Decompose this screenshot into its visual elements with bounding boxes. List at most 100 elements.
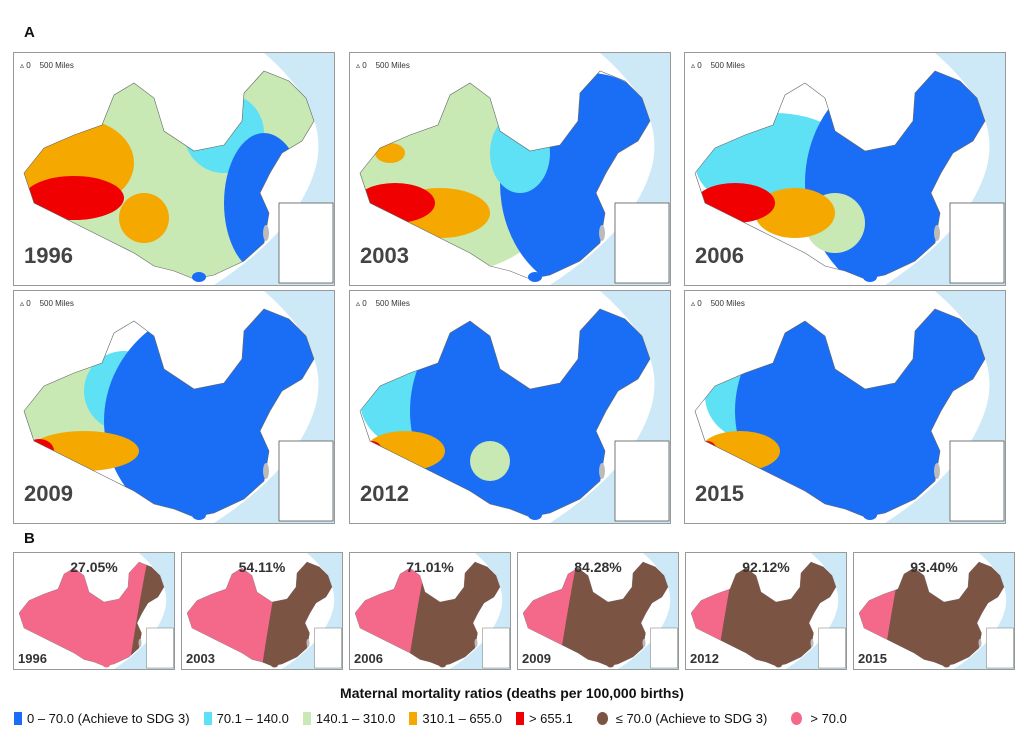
inset-map xyxy=(949,440,1005,522)
legend-swatch xyxy=(14,712,22,725)
legend-item: 140.1 – 310.0 xyxy=(302,711,396,726)
binary-map-panel-2015: 93.40% 2015 xyxy=(853,552,1015,670)
inset-map xyxy=(614,202,670,284)
year-label: 2003 xyxy=(360,243,409,268)
north-arrow-icon: ▵ xyxy=(356,61,361,70)
legend-label: > 70.0 xyxy=(810,711,847,726)
map-panel-2009: ▵ 0 500 Miles 2009 xyxy=(13,290,335,524)
border xyxy=(694,308,986,518)
hainan xyxy=(863,510,877,520)
region xyxy=(375,143,405,163)
china-map xyxy=(23,291,334,523)
north-arrow-icon: ▵ xyxy=(20,299,25,308)
map-panel-2012: ▵ 0 500 Miles 2012 xyxy=(349,290,671,524)
scale-bar: ▵ 0 500 Miles xyxy=(691,299,745,308)
hainan xyxy=(439,662,446,668)
legend-item: > 70.0 xyxy=(781,711,847,726)
hainan xyxy=(607,662,614,668)
region xyxy=(362,441,382,461)
north-arrow-icon: ▵ xyxy=(691,61,696,70)
year-label: 2012 xyxy=(360,481,409,506)
border xyxy=(690,561,837,667)
binary-map-panel-1996: 27.05% 1996 xyxy=(13,552,175,670)
border xyxy=(23,308,315,518)
inset-map xyxy=(146,627,174,669)
binary-map-panel-2006: 71.01% 2006 xyxy=(349,552,511,670)
inset-map xyxy=(949,202,1005,284)
legend-label: 0 – 70.0 (Achieve to SDG 3) xyxy=(27,711,190,726)
border xyxy=(186,561,333,667)
taiwan xyxy=(263,463,269,479)
region xyxy=(697,441,717,461)
hainan xyxy=(528,510,542,520)
region xyxy=(755,188,835,238)
taiwan xyxy=(263,225,269,241)
china-map xyxy=(23,53,334,285)
year-label: 2006 xyxy=(695,243,744,268)
north-arrow-icon: ▵ xyxy=(356,299,361,308)
legend-dot xyxy=(596,712,608,725)
north-arrow-icon: ▵ xyxy=(20,61,25,70)
inset-map xyxy=(278,440,334,522)
region xyxy=(24,176,124,220)
year-label: 2015 xyxy=(858,651,887,666)
region xyxy=(470,441,510,481)
region xyxy=(365,431,445,471)
legend-label: > 655.1 xyxy=(528,711,573,726)
legend-item: ≤ 70.0 (Achieve to SDG 3) xyxy=(587,711,768,726)
scale-bar: ▵ 0 500 Miles xyxy=(356,61,410,70)
binary-map-panel-2009: 84.28% 2009 xyxy=(517,552,679,670)
taiwan xyxy=(599,463,605,479)
border xyxy=(359,70,651,280)
binary-map-panel-2003: 54.11% 2003 xyxy=(181,552,343,670)
achievement-percent: 27.05% xyxy=(70,559,118,575)
year-label: 2009 xyxy=(522,651,551,666)
region xyxy=(700,431,780,471)
taiwan xyxy=(138,639,142,647)
legend-label: 140.1 – 310.0 xyxy=(315,711,396,726)
legend: 0 – 70.0 (Achieve to SDG 3) 70.1 – 140.0… xyxy=(14,711,1014,726)
taiwan xyxy=(978,639,982,647)
china-map xyxy=(359,291,670,523)
legend-label: 310.1 – 655.0 xyxy=(422,711,502,726)
legend-label: ≤ 70.0 (Achieve to SDG 3) xyxy=(615,711,768,726)
legend-item: > 655.1 xyxy=(515,711,573,726)
hainan xyxy=(943,662,950,668)
map-panel-2006: ▵ 0 500 Miles 2006 xyxy=(684,52,1006,286)
year-label: 2015 xyxy=(695,481,744,506)
china-map xyxy=(694,291,1005,523)
year-label: 2009 xyxy=(24,481,73,506)
year-label: 2003 xyxy=(186,651,215,666)
hainan xyxy=(863,272,877,282)
legend-swatch xyxy=(302,712,311,725)
inset-map xyxy=(614,440,670,522)
legend-swatch xyxy=(409,712,418,725)
border xyxy=(522,561,669,667)
region xyxy=(490,113,550,193)
map-panel-1996: ▵ 0 500 Miles 1996 xyxy=(13,52,335,286)
inset-map xyxy=(650,627,678,669)
border xyxy=(858,561,1005,667)
achievement-percent: 92.12% xyxy=(742,559,790,575)
legend-item: 310.1 – 655.0 xyxy=(409,711,502,726)
achievement-percent: 54.11% xyxy=(238,559,286,575)
border xyxy=(354,561,501,667)
border xyxy=(18,561,165,667)
taiwan xyxy=(934,463,940,479)
scale-bar: ▵ 0 500 Miles xyxy=(356,299,410,308)
hainan xyxy=(271,662,278,668)
year-label: 2012 xyxy=(690,651,719,666)
scale-bar: ▵ 0 500 Miles xyxy=(691,61,745,70)
border xyxy=(359,308,651,518)
region xyxy=(119,193,169,243)
inset-map xyxy=(314,627,342,669)
china-map xyxy=(522,553,678,669)
section-label-a: A xyxy=(24,24,35,41)
year-label: 1996 xyxy=(24,243,73,268)
inset-map xyxy=(818,627,846,669)
legend-label: 70.1 – 140.0 xyxy=(216,711,289,726)
hainan xyxy=(192,510,206,520)
achievement-percent: 93.40% xyxy=(910,559,958,575)
region xyxy=(695,183,775,223)
